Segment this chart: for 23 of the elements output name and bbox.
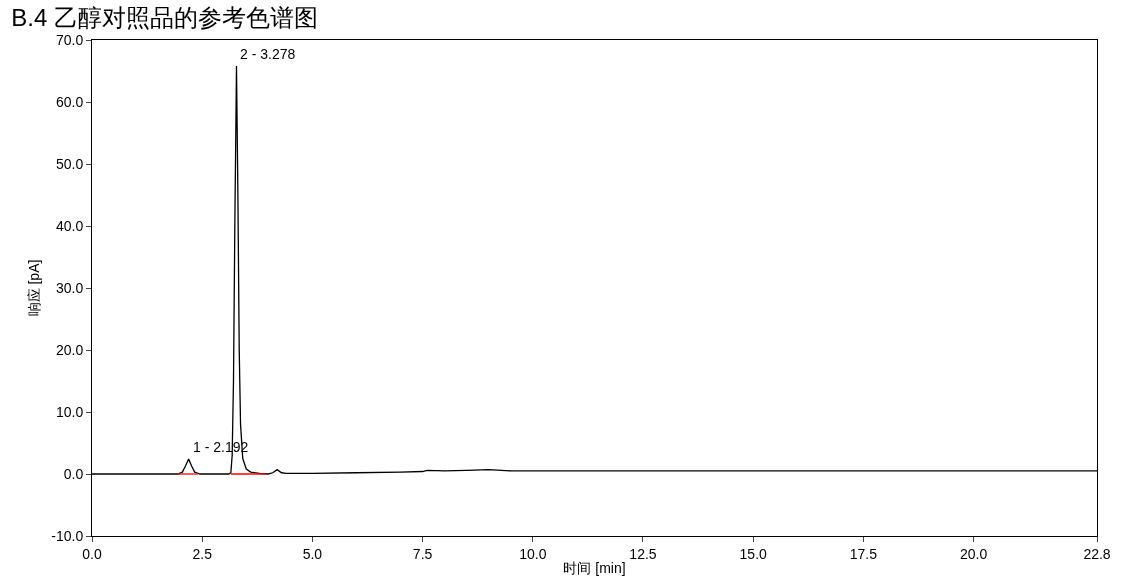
x-tick-label: 10.0 [519,545,547,562]
y-tick-label: 20.0 [55,341,84,358]
x-tick-label: 0.0 [82,545,102,562]
x-tick-label: 5.0 [302,545,323,562]
y-tick-label: 30.0 [55,279,84,296]
annotation: 2 - 3.278 [240,46,296,62]
x-tick-label: 12.5 [629,545,657,562]
y-tick-label: 0.0 [63,465,84,482]
x-tick-label: 17.5 [849,545,878,562]
chart-title: B.4 乙醇对照品的参考色谱图 [11,3,318,31]
x-tick-label: 15.0 [739,545,768,562]
x-axis-title: 时间 [min] [563,560,626,577]
y-tick-label: -10.0 [51,527,84,544]
y-tick-label: 70.0 [55,31,84,48]
y-tick-label: 40.0 [55,217,84,234]
x-tick-label: 2.5 [192,545,213,562]
x-tick-label: 20.0 [959,545,988,562]
x-tick-label: 22.8 [1083,545,1111,562]
x-tick-label: 7.5 [412,545,433,562]
y-tick-label: 50.0 [55,155,84,172]
y-tick-label: 10.0 [55,403,84,420]
y-axis-title: 响应 [pA] [25,259,42,317]
y-tick-label: 60.0 [55,93,84,110]
